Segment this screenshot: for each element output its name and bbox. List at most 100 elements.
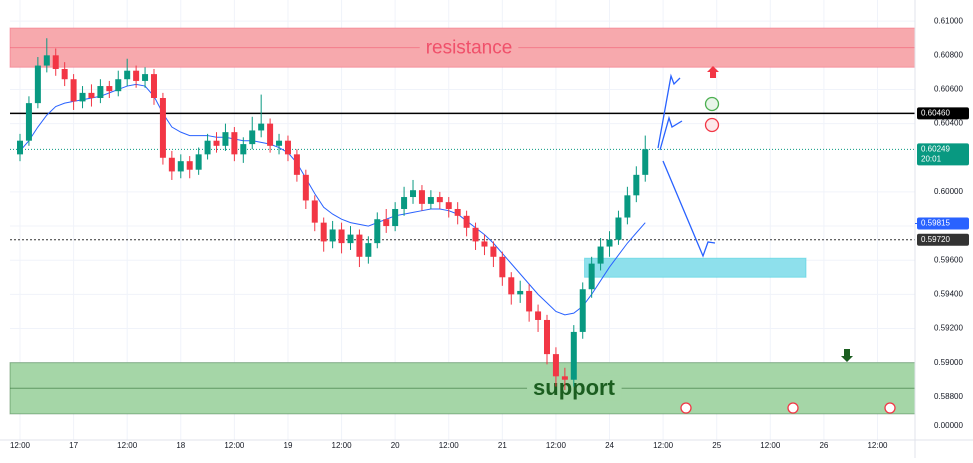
candle-body (517, 290, 524, 295)
candle-body (543, 319, 550, 355)
candle-body (472, 227, 479, 242)
zone (584, 257, 807, 278)
x-tick-label: 12:00 (117, 441, 138, 450)
candle-body (597, 246, 604, 264)
candle-body (168, 157, 175, 172)
candle-body (61, 68, 68, 80)
candle-body (284, 140, 291, 155)
candle-body (374, 219, 381, 244)
candle-body (454, 208, 461, 216)
candle-body (642, 149, 649, 175)
candle-body (150, 74, 157, 99)
candle-body (52, 55, 59, 69)
candle-body (535, 311, 542, 320)
candle-body (115, 79, 122, 92)
candle-body (133, 70, 140, 81)
candle-body (249, 130, 256, 145)
price-tag-label: 0.60460 (921, 108, 950, 117)
candle-body (383, 219, 390, 227)
y-tick-label: 0.60800 (934, 50, 963, 59)
candle-body (231, 132, 238, 155)
candle-body (436, 197, 443, 203)
price-tag-label: 0.59720 (921, 235, 950, 244)
projection-arrow (662, 160, 716, 258)
x-tick-label: 25 (712, 441, 721, 450)
signal-circle (704, 117, 720, 133)
candle-body (213, 140, 220, 146)
event-flag (884, 402, 896, 414)
candle-body (204, 140, 211, 155)
candle-body (570, 331, 577, 380)
x-tick-label: 12:00 (10, 441, 31, 450)
candle-body (320, 222, 327, 242)
candle-body (552, 354, 559, 377)
x-tick-label: 12:00 (332, 441, 353, 450)
x-tick-label: 12:00 (760, 441, 781, 450)
drawings (657, 66, 896, 414)
projection-arrow (657, 73, 681, 149)
candle-body (499, 256, 506, 278)
x-tick-label: 12:00 (546, 441, 567, 450)
candle-body (79, 92, 86, 102)
y-tick-label: 0.59400 (934, 289, 963, 298)
candle-body (427, 197, 434, 204)
candle-body (445, 202, 452, 209)
candle-body (142, 74, 149, 81)
candle-body (347, 234, 354, 244)
event-flag (680, 402, 692, 414)
x-tick-label: 26 (819, 441, 828, 450)
candle-body (25, 103, 32, 141)
candle-body (258, 123, 265, 131)
candle-body (34, 65, 41, 104)
candle-body (401, 197, 408, 209)
y-tick-label: 0.59200 (934, 324, 963, 333)
x-tick-label: 19 (284, 441, 293, 450)
y-axis-extra-label: 0.00000 (934, 421, 963, 430)
candle-body (106, 86, 113, 92)
candle-body (418, 190, 425, 204)
candle-body (615, 217, 622, 240)
zone-label: resistance (426, 38, 513, 59)
x-tick-label: 21 (498, 441, 507, 450)
price-tag (917, 217, 969, 230)
x-tick-label: 12:00 (439, 441, 460, 450)
candle-body (311, 200, 318, 223)
candle-body (195, 154, 202, 170)
price-tag-countdown: 20:01 (921, 155, 942, 164)
price-tag-label: 0.59815 (921, 219, 950, 228)
candle-body (338, 229, 345, 244)
candle-body (526, 290, 533, 312)
moving-average (19, 83, 646, 316)
y-tick-label: 0.59600 (934, 255, 963, 264)
candle-body (606, 239, 613, 247)
candle-body (356, 234, 363, 257)
candle-body (365, 243, 372, 257)
y-tick-label: 0.59000 (934, 358, 963, 367)
candle-body (159, 98, 166, 158)
x-tick-label: 18 (176, 441, 185, 450)
up-arrow (707, 66, 719, 78)
candle-body (276, 140, 283, 146)
candle-body (97, 86, 104, 99)
candle-body (410, 190, 417, 198)
candle-body (633, 174, 640, 196)
candle-body (588, 263, 595, 290)
candle-body (177, 161, 184, 172)
price-tag (917, 143, 969, 166)
event-flag (787, 402, 799, 414)
y-tick-label: 0.61000 (934, 16, 963, 25)
candle-body (293, 154, 300, 175)
x-tick-label: 12:00 (867, 441, 888, 450)
x-tick-label: 12:00 (224, 441, 245, 450)
y-tick-label: 0.58800 (934, 392, 963, 401)
projection-arrow (659, 115, 683, 151)
price-tag-label: 0.60249 (921, 145, 950, 154)
candle-body (579, 289, 586, 332)
candle-body (88, 92, 95, 99)
zone-label-bg (419, 37, 519, 59)
mark-layer (17, 38, 649, 390)
candle-body (329, 229, 336, 242)
candle-body (222, 132, 229, 146)
candle-body (70, 79, 77, 102)
